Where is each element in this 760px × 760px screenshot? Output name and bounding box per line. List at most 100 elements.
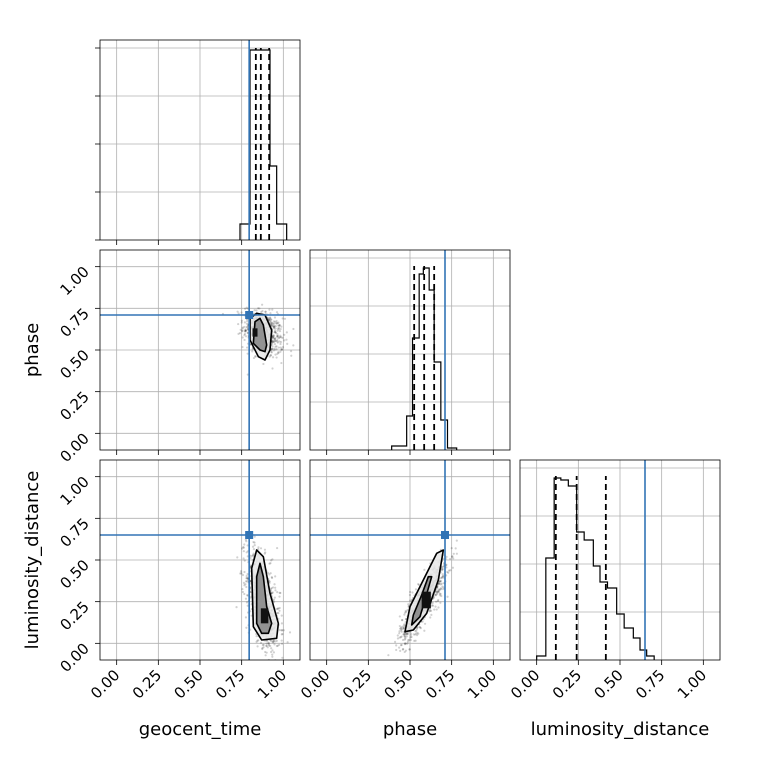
sample-point — [403, 642, 407, 645]
sample-point — [279, 342, 282, 346]
sample-point — [244, 329, 248, 332]
density-phase-luminosity_distance — [387, 539, 458, 666]
sample-point — [437, 598, 440, 602]
sample-point — [435, 600, 438, 603]
sample-point — [277, 346, 280, 349]
sample-point — [432, 596, 435, 599]
sample-point — [251, 545, 255, 548]
sample-point — [273, 338, 277, 341]
sample-point — [279, 340, 283, 344]
sample-point — [435, 590, 438, 593]
sample-point — [409, 632, 413, 635]
sample-point — [396, 637, 400, 640]
sample-point — [256, 639, 259, 642]
sample-point — [274, 353, 277, 356]
sample-point — [255, 635, 258, 638]
sample-point — [391, 664, 393, 666]
sample-point — [434, 594, 437, 597]
sample-point — [267, 318, 271, 321]
sample-point — [275, 644, 278, 648]
sample-point — [270, 591, 273, 594]
sample-point — [244, 580, 248, 583]
sample-point — [271, 653, 274, 656]
sample-point — [246, 576, 249, 580]
truth-marker — [245, 311, 254, 319]
x-axis-label-phase: phase — [383, 719, 437, 740]
sample-point — [277, 351, 280, 354]
sample-point — [246, 604, 249, 607]
sample-point — [269, 639, 272, 642]
sample-point — [257, 546, 260, 549]
sample-point — [270, 318, 273, 321]
sample-point — [239, 570, 243, 573]
sample-point — [258, 307, 261, 310]
x-tick-label: 0.75 — [422, 666, 458, 702]
sample-point — [279, 346, 282, 349]
sample-point — [280, 348, 283, 351]
sample-point — [395, 648, 398, 652]
sample-point — [281, 346, 285, 349]
sample-point — [441, 567, 444, 570]
sample-point — [243, 584, 246, 587]
sample-point — [269, 316, 272, 319]
sample-point — [240, 572, 243, 575]
sample-point — [267, 318, 270, 321]
sample-point — [403, 623, 406, 626]
sample-point — [278, 609, 281, 612]
sample-point — [436, 590, 440, 594]
sample-point — [402, 627, 405, 630]
sample-point — [245, 540, 248, 543]
sample-point — [445, 563, 448, 566]
x-tick-label: 0.25 — [339, 666, 375, 702]
sample-point — [269, 572, 272, 575]
x-tick-label: 1.00 — [464, 666, 500, 702]
sample-point — [402, 633, 405, 636]
sample-point — [265, 651, 268, 654]
sample-point — [280, 642, 284, 645]
sample-point — [270, 576, 274, 580]
sample-point — [242, 550, 245, 553]
sample-point — [245, 601, 249, 604]
histogram-geocent_time — [239, 49, 288, 240]
sample-point — [403, 633, 406, 636]
sample-point — [272, 335, 275, 338]
sample-point — [276, 322, 279, 325]
sample-point — [409, 590, 412, 594]
sample-point — [242, 581, 246, 584]
sample-point — [398, 630, 401, 633]
sample-point — [276, 644, 279, 647]
sample-point — [417, 583, 420, 586]
sample-point — [414, 630, 417, 633]
sample-point — [269, 668, 271, 670]
sample-point — [272, 320, 276, 323]
sample-point — [283, 317, 287, 320]
sample-point — [403, 638, 406, 641]
grid-lines — [100, 460, 300, 660]
sample-point — [242, 546, 245, 549]
sample-point — [258, 678, 260, 680]
sample-point — [276, 327, 279, 330]
x-axis-label-geocent_time: geocent_time — [139, 719, 262, 740]
grid-lines — [326, 250, 494, 450]
sample-point — [280, 614, 283, 617]
sample-point — [269, 644, 272, 648]
y-axis-label-phase: phase — [22, 323, 43, 377]
sample-point — [278, 336, 281, 339]
sample-point — [278, 324, 281, 327]
sample-point — [278, 340, 281, 343]
sample-point — [269, 321, 272, 324]
sample-point — [253, 541, 256, 544]
sample-point — [275, 639, 278, 642]
sample-point — [252, 552, 255, 555]
sample-point — [271, 586, 275, 589]
sample-point — [400, 643, 403, 647]
sample-point — [268, 308, 271, 311]
truth-marker — [245, 531, 254, 539]
sample-point — [241, 590, 245, 594]
sample-point — [442, 586, 445, 589]
sample-point — [439, 580, 442, 583]
sample-point — [276, 607, 279, 610]
sample-point — [285, 331, 288, 334]
sample-point — [401, 619, 404, 622]
sample-point — [447, 571, 450, 574]
